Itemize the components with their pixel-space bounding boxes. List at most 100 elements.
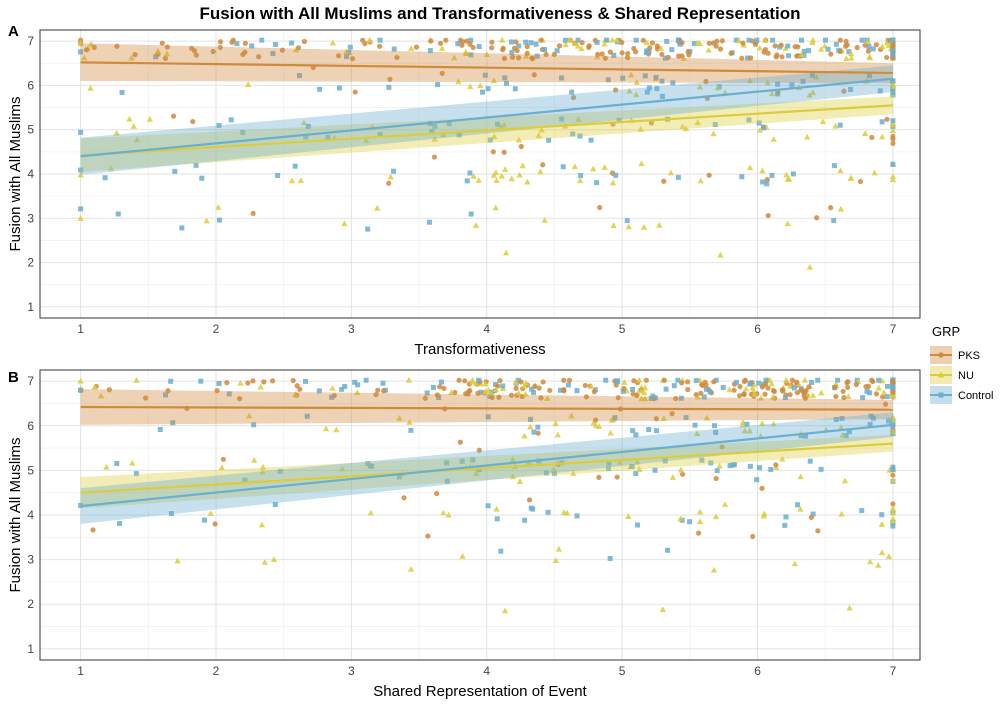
- scatter-point: [883, 39, 891, 46]
- scatter-point: [545, 509, 551, 515]
- scatter-point: [228, 117, 234, 123]
- scatter-point: [782, 394, 788, 400]
- scatter-point: [87, 84, 94, 91]
- scatter-point: [493, 505, 500, 512]
- scatter-point: [728, 50, 734, 56]
- scatter-point: [163, 392, 169, 398]
- scatter-point: [647, 45, 653, 51]
- scatter-point: [87, 40, 95, 47]
- scatter-point: [643, 377, 649, 383]
- scatter-point: [577, 133, 583, 139]
- scatter-point: [198, 378, 204, 384]
- scatter-point: [516, 171, 523, 178]
- scatter-point: [619, 50, 625, 56]
- scatter-point: [212, 521, 218, 527]
- scatter-point: [436, 395, 442, 401]
- scatter-point: [890, 41, 896, 47]
- scatter-point: [377, 37, 383, 43]
- scatter-point: [884, 54, 890, 61]
- scatter-point: [828, 51, 834, 57]
- scatter-point: [782, 522, 788, 528]
- scatter-point: [664, 38, 670, 44]
- scatter-point: [407, 565, 415, 572]
- scatter-point: [133, 136, 141, 143]
- scatter-point: [716, 462, 723, 469]
- scatter-point: [455, 78, 462, 85]
- scatter-point: [703, 386, 709, 392]
- scatter-point: [800, 78, 806, 84]
- scatter-point: [234, 41, 240, 47]
- scatter-point: [799, 37, 805, 43]
- scatter-point: [843, 38, 849, 44]
- scatter-point: [434, 392, 440, 398]
- scatter-point: [592, 422, 600, 429]
- fit-line-nu: [80, 442, 893, 494]
- x-tick-label: 7: [890, 664, 897, 678]
- scatter-point: [509, 54, 516, 60]
- scatter-point: [524, 43, 530, 50]
- scatter-point: [250, 378, 256, 384]
- scatter-point: [113, 129, 120, 136]
- scatter-point: [329, 39, 337, 46]
- scatter-point: [759, 384, 765, 390]
- scatter-point: [154, 47, 162, 54]
- scatter-point: [143, 395, 149, 401]
- scatter-point: [770, 420, 777, 427]
- scatter-point: [520, 382, 528, 389]
- scatter-point: [667, 169, 675, 176]
- scatter-point: [522, 390, 529, 397]
- scatter-point: [659, 606, 667, 613]
- scatter-point: [478, 389, 484, 395]
- scatter-point: [210, 48, 216, 55]
- scatter-point: [578, 172, 584, 178]
- scatter-point: [712, 513, 720, 520]
- scatter-point: [164, 44, 171, 50]
- scatter-point: [78, 387, 84, 393]
- scatter-point: [578, 45, 585, 52]
- scatter-point: [696, 83, 704, 90]
- scatter-point: [889, 509, 897, 516]
- scatter-point: [669, 47, 675, 53]
- scatter-point: [429, 128, 435, 134]
- legend-key-marker: [938, 352, 944, 358]
- scatter-point: [616, 117, 622, 123]
- scatter-point: [515, 136, 523, 143]
- scatter-point: [889, 176, 897, 183]
- scatter-point: [624, 218, 630, 224]
- scatter-point: [726, 386, 733, 393]
- scatter-point: [742, 385, 750, 392]
- legend-item-control: Control: [930, 386, 993, 404]
- scatter-point: [854, 44, 860, 51]
- scatter-point: [848, 54, 855, 61]
- scatter-point: [107, 164, 115, 171]
- scatter-point: [837, 205, 845, 212]
- scatter-point: [809, 89, 817, 96]
- scatter-point: [459, 552, 466, 559]
- panel-b: B 1 2 3 4 5 6 7 1 2 3 4 5 6 7 Shared Representation of …: [7, 369, 921, 700]
- plot-frame: [39, 369, 921, 661]
- scatter-point: [879, 119, 885, 125]
- fit-line-control: [80, 77, 894, 158]
- scatter-point: [261, 379, 267, 385]
- scatter-point: [801, 376, 808, 383]
- scatter-point: [538, 126, 545, 133]
- scatter-point: [297, 386, 303, 392]
- scatter-point: [612, 415, 618, 421]
- scatter-point: [714, 84, 721, 91]
- legend-key-marker: [937, 371, 945, 378]
- scatter-point: [244, 81, 252, 87]
- scatter-point: [439, 70, 445, 76]
- scatter-point: [866, 73, 872, 79]
- scatter-point: [789, 377, 796, 383]
- scatter-point: [669, 411, 675, 417]
- scatter-point: [837, 424, 845, 431]
- panel-letter: B: [8, 369, 19, 386]
- scatter-point: [605, 77, 611, 83]
- y-tick-label: 2: [27, 256, 34, 270]
- scatter-point: [261, 558, 268, 565]
- scatter-point: [790, 171, 796, 177]
- scatter-point: [614, 474, 620, 480]
- scatter-point: [625, 513, 632, 519]
- fit-line-control: [80, 423, 894, 508]
- scatter-point: [746, 77, 754, 84]
